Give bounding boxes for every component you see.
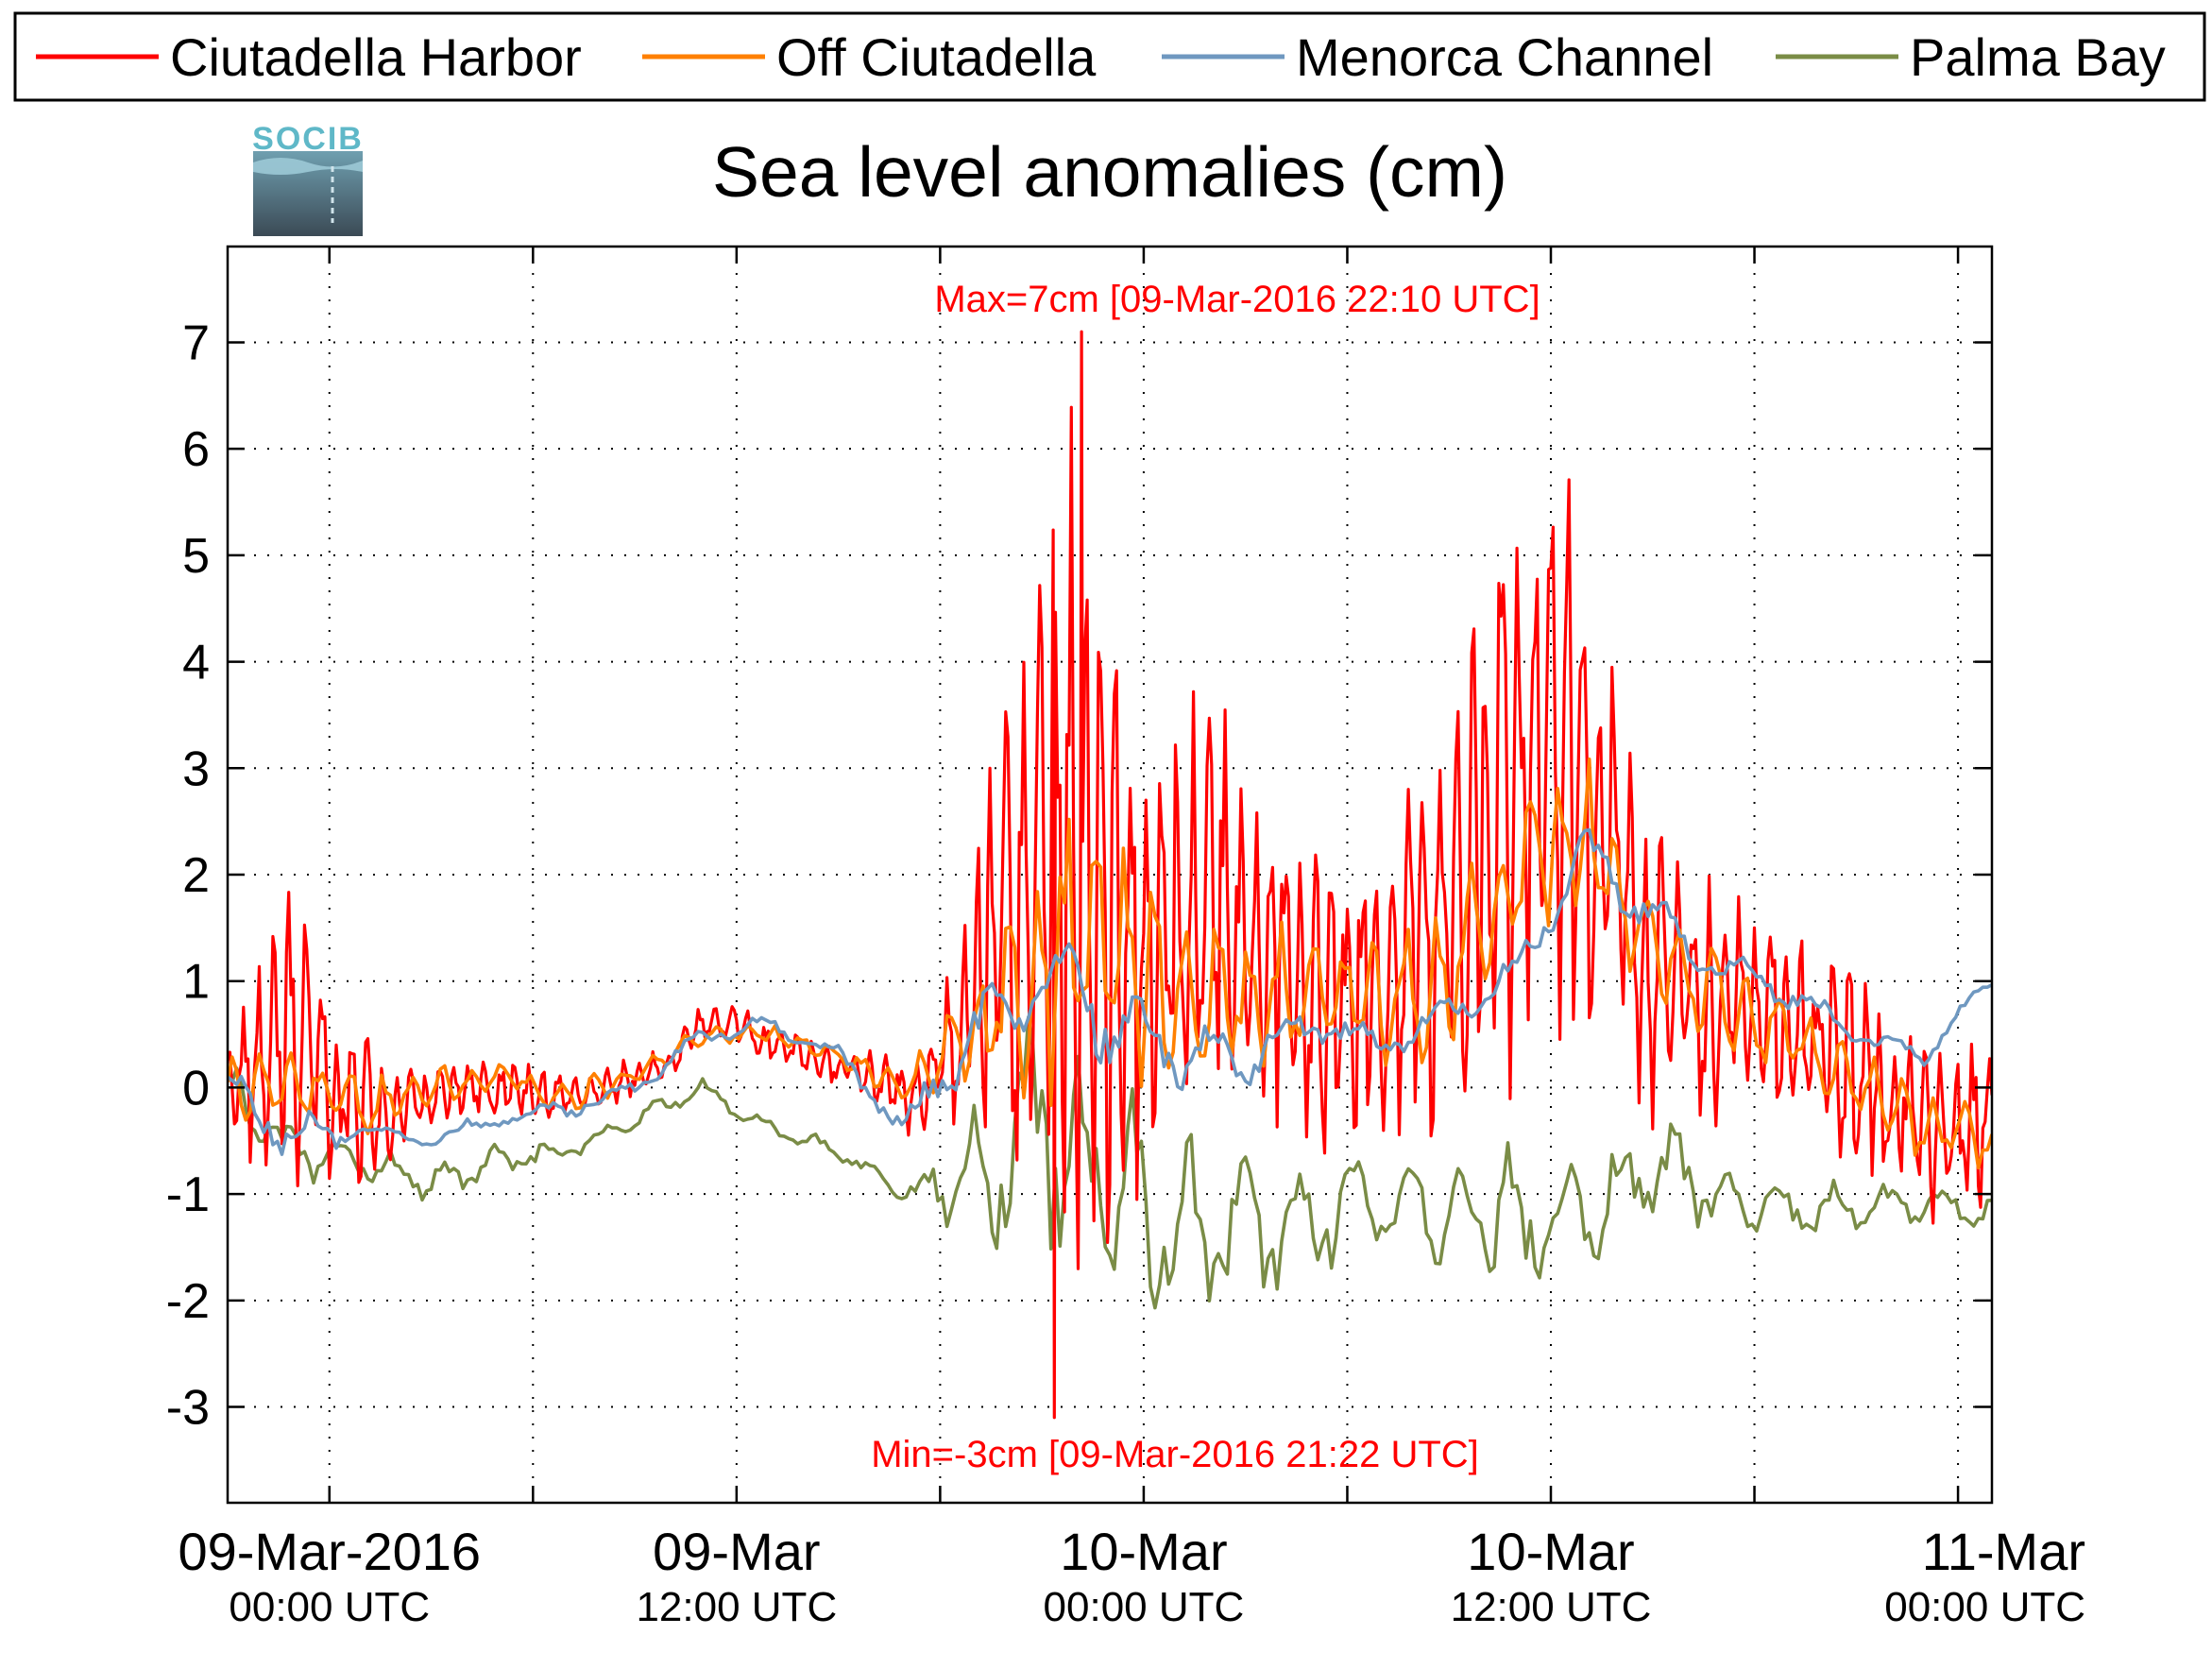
- legend-entries: Ciutadella Harbor Off Ciutadella Menorca C…: [36, 27, 2166, 87]
- legend-label: Palma Bay: [1910, 27, 2166, 87]
- legend-entry: Menorca Channel: [1162, 27, 1713, 87]
- series-line: [228, 1015, 1992, 1310]
- socib-logo: SOCIB: [252, 121, 364, 236]
- legend-label: Menorca Channel: [1296, 27, 1713, 87]
- min-annotation: Min=-3cm [09-Mar-2016 21:22 UTC]: [871, 1434, 1479, 1475]
- series-line: [228, 827, 1992, 1156]
- y-tick-label: -3: [166, 1381, 210, 1436]
- legend-entry: Palma Bay: [1776, 27, 2166, 87]
- legend: Ciutadella Harbor Off Ciutadella Menorca C…: [13, 11, 2206, 102]
- x-tick-label: 10-Mar: [1467, 1522, 1634, 1581]
- legend-label: Ciutadella Harbor: [170, 27, 582, 87]
- legend-label: Off Ciutadella: [776, 27, 1097, 87]
- x-tick-sublabel: 12:00 UTC: [1451, 1584, 1652, 1630]
- y-tick-label: 3: [182, 741, 210, 796]
- y-tick-label: 5: [182, 529, 210, 584]
- x-tick-sublabel: 00:00 UTC: [229, 1584, 430, 1630]
- y-tick-label: 7: [182, 315, 210, 370]
- series-line: [228, 758, 1992, 1170]
- x-tick-sublabel: 12:00 UTC: [636, 1584, 837, 1630]
- chart-title: Sea level anomalies (cm): [712, 132, 1507, 212]
- x-tick-label: 09-Mar-2016: [178, 1522, 481, 1581]
- y-tick-label: -2: [166, 1274, 210, 1329]
- socib-logo-text: SOCIB: [252, 121, 364, 157]
- max-annotation: Max=7cm [09-Mar-2016 22:10 UTC]: [934, 279, 1540, 320]
- legend-entry: Ciutadella Harbor: [36, 27, 582, 87]
- x-tick-label: 10-Mar: [1060, 1522, 1227, 1581]
- legend-entry: Off Ciutadella: [642, 27, 1097, 87]
- y-tick-label: -1: [166, 1167, 210, 1222]
- x-tick-sublabel: 00:00 UTC: [1044, 1584, 1245, 1630]
- x-tick-label: 09-Mar: [653, 1522, 820, 1581]
- y-tick-label: 0: [182, 1061, 210, 1116]
- grid: [228, 247, 1992, 1503]
- y-tick-label: 6: [182, 422, 210, 477]
- x-tick-sublabel: 00:00 UTC: [1884, 1584, 2085, 1630]
- socib-logo-wave-crest: [253, 158, 363, 175]
- y-tick-label: 4: [182, 636, 210, 690]
- y-tick-label: 2: [182, 848, 210, 903]
- series-line: [228, 330, 1992, 1420]
- x-tick-label: 11-Mar: [1922, 1522, 2085, 1581]
- series-layer: [228, 330, 1992, 1420]
- y-tick-label: 1: [182, 955, 210, 1010]
